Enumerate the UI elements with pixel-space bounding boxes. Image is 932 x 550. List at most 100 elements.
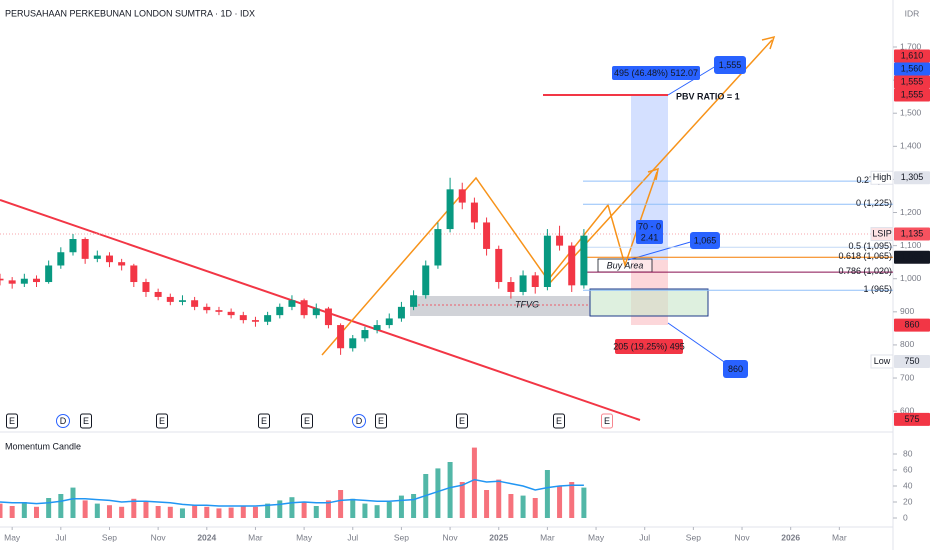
candle-body bbox=[93, 255, 101, 259]
candle-body bbox=[337, 325, 345, 349]
price-label-bg bbox=[894, 75, 930, 89]
measure-label: 205 (19.25%) 495 bbox=[613, 341, 685, 351]
x-tick-label: May bbox=[296, 532, 313, 542]
candle-body bbox=[385, 318, 393, 326]
arrow-head bbox=[761, 35, 776, 50]
measure-label: 495 (46.48%) 512.07 bbox=[614, 68, 698, 78]
candle-body bbox=[410, 295, 418, 307]
event-label: E bbox=[83, 416, 89, 426]
y-tick-label: 1,000 bbox=[900, 273, 922, 283]
candle-body bbox=[543, 235, 551, 287]
candle-body bbox=[470, 202, 478, 223]
volume-bar bbox=[447, 462, 453, 518]
y2-tick-label: 60 bbox=[903, 464, 913, 474]
x-tick-label: Sep bbox=[686, 532, 701, 542]
support-box bbox=[589, 288, 709, 317]
x-tick-label: Mar bbox=[832, 532, 847, 542]
volume-bar bbox=[204, 506, 210, 518]
volume-bar bbox=[362, 503, 368, 518]
x-tick-label: Jul bbox=[639, 532, 650, 542]
event-label: E bbox=[378, 416, 384, 426]
candle-body bbox=[166, 296, 174, 302]
candle-body bbox=[0, 278, 4, 281]
price-label: 1,610 bbox=[901, 50, 924, 60]
candle-body bbox=[105, 255, 113, 263]
y-tick-label: 1,200 bbox=[900, 207, 922, 217]
price-label: 1,305 bbox=[901, 172, 924, 182]
ratio-bg bbox=[636, 220, 663, 244]
event-icon bbox=[6, 413, 18, 429]
candle-body bbox=[458, 189, 466, 203]
price-label: 1,555 bbox=[901, 89, 924, 99]
candle-body bbox=[531, 275, 539, 287]
volume-bar bbox=[179, 508, 185, 518]
price-tag: LSIP bbox=[872, 228, 892, 238]
volume-bar bbox=[411, 494, 417, 518]
volume-bar bbox=[46, 498, 52, 518]
x-tick-label: Sep bbox=[394, 532, 409, 542]
volume-bar bbox=[252, 506, 258, 518]
volume-bar bbox=[155, 506, 161, 518]
candle-body bbox=[556, 235, 564, 246]
event-icon bbox=[352, 414, 366, 428]
y-tick-label: 600 bbox=[900, 405, 914, 415]
volume-bar bbox=[350, 498, 356, 518]
event-icon bbox=[80, 413, 92, 429]
indicator-title: Momentum Candle bbox=[5, 441, 81, 451]
x-tick-label: 2024 bbox=[197, 532, 216, 542]
event-label: E bbox=[304, 416, 310, 426]
volume-bar bbox=[0, 503, 3, 518]
x-tick-label: Mar bbox=[540, 532, 555, 542]
event-icon bbox=[156, 413, 168, 429]
price-tag-bg bbox=[870, 354, 894, 369]
candle-body bbox=[324, 308, 332, 326]
buy-area-label: Buy Area bbox=[607, 260, 644, 270]
event-icon bbox=[456, 413, 468, 429]
volume-bar bbox=[192, 505, 198, 518]
candle-body bbox=[118, 262, 126, 266]
fib-label: 0.618 (1,065) bbox=[838, 251, 892, 261]
fib-label: 1 (965) bbox=[863, 284, 892, 294]
event-label: E bbox=[556, 416, 562, 426]
volume-ma bbox=[0, 478, 584, 507]
price-label: 1,560 bbox=[901, 63, 924, 73]
price-tag-bg bbox=[870, 170, 894, 185]
x-tick-label: Nov bbox=[151, 532, 167, 542]
price-tag: Low bbox=[874, 356, 891, 366]
price-label-bg bbox=[894, 171, 930, 185]
candle-body bbox=[288, 300, 296, 307]
fib-label: 0 (1,225) bbox=[856, 198, 892, 208]
event-icon bbox=[258, 413, 270, 429]
volume-bar bbox=[277, 500, 283, 518]
callout: 860 bbox=[728, 364, 743, 374]
event-label: D bbox=[356, 416, 363, 426]
event-label: E bbox=[459, 416, 465, 426]
candle-body bbox=[483, 222, 491, 249]
price-label: 1,135 bbox=[901, 228, 924, 238]
price-label-bg bbox=[894, 318, 930, 332]
price-label-bg bbox=[894, 88, 930, 102]
y-tick-label: 1,500 bbox=[900, 107, 922, 117]
volume-bar bbox=[131, 498, 137, 518]
fib-label: 0.5 (1,095) bbox=[848, 241, 892, 251]
callout-line bbox=[667, 322, 731, 367]
price-label: 1,555 bbox=[901, 76, 924, 86]
price-label-bg bbox=[894, 354, 930, 368]
price-tag: High bbox=[873, 172, 892, 182]
candle-body bbox=[215, 310, 223, 312]
candle-body bbox=[434, 229, 442, 266]
event-label: D bbox=[60, 416, 67, 426]
candle-body bbox=[142, 282, 150, 292]
price-label: 1,065 bbox=[901, 252, 924, 262]
volume-bar bbox=[520, 495, 526, 518]
candle-body bbox=[373, 325, 381, 331]
candle-body bbox=[69, 238, 77, 253]
event-icon bbox=[601, 413, 613, 429]
y-tick-label: 1,700 bbox=[900, 41, 922, 51]
x-tick-label: May bbox=[588, 532, 605, 542]
callout-bg bbox=[723, 360, 748, 378]
volume-bar bbox=[471, 447, 477, 518]
volume-bar bbox=[106, 505, 112, 518]
event-label: E bbox=[159, 416, 165, 426]
